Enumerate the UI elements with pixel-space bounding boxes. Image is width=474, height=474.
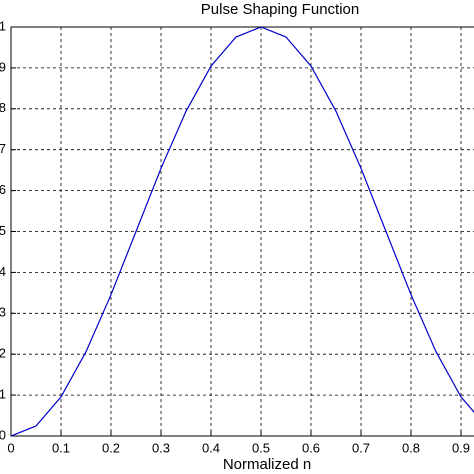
y-tick-label: 0.8 <box>0 100 6 115</box>
x-tick-label: 0.3 <box>152 440 170 455</box>
y-tick-label: 0.3 <box>0 305 6 320</box>
x-tick-label: 0.6 <box>302 440 320 455</box>
x-tick-label: 0.4 <box>202 440 220 455</box>
y-tick-label: 1 <box>0 18 6 33</box>
y-tick-label: 0.2 <box>0 346 6 361</box>
y-tick-label: 0.9 <box>0 59 6 74</box>
x-tick-label: 0.1 <box>52 440 70 455</box>
x-tick-label: 0 <box>7 440 14 455</box>
x-tick-label: 0.8 <box>402 440 420 455</box>
x-tick-label: 0.9 <box>452 440 470 455</box>
plot-area <box>10 26 474 437</box>
x-tick-label: 0.7 <box>352 440 370 455</box>
y-tick-label: 0.7 <box>0 141 6 156</box>
x-tick-label: 0.5 <box>252 440 270 455</box>
x-tick-label: 0.2 <box>102 440 120 455</box>
y-tick-label: 0.6 <box>0 182 6 197</box>
y-tick-label: 0.1 <box>0 387 6 402</box>
y-tick-label: 0.4 <box>0 264 6 279</box>
y-tick-label: 0.5 <box>0 223 6 238</box>
line-series <box>11 27 474 436</box>
x-axis-label: Normalized n <box>223 456 311 473</box>
y-tick-label: 0 <box>0 427 6 442</box>
chart-title: Pulse Shaping Function <box>201 1 359 18</box>
